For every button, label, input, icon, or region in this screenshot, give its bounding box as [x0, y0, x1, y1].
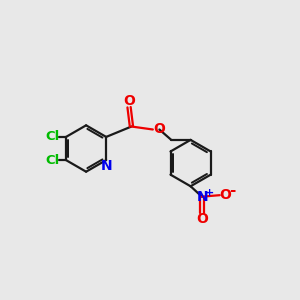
Text: O: O — [123, 94, 135, 108]
Text: -: - — [229, 183, 236, 198]
Text: O: O — [153, 122, 165, 136]
Text: +: + — [205, 188, 214, 198]
Text: N: N — [197, 190, 208, 204]
Text: Cl: Cl — [46, 154, 60, 166]
Text: O: O — [220, 188, 232, 202]
Text: O: O — [196, 212, 208, 226]
Text: N: N — [101, 159, 112, 173]
Text: Cl: Cl — [46, 130, 60, 143]
